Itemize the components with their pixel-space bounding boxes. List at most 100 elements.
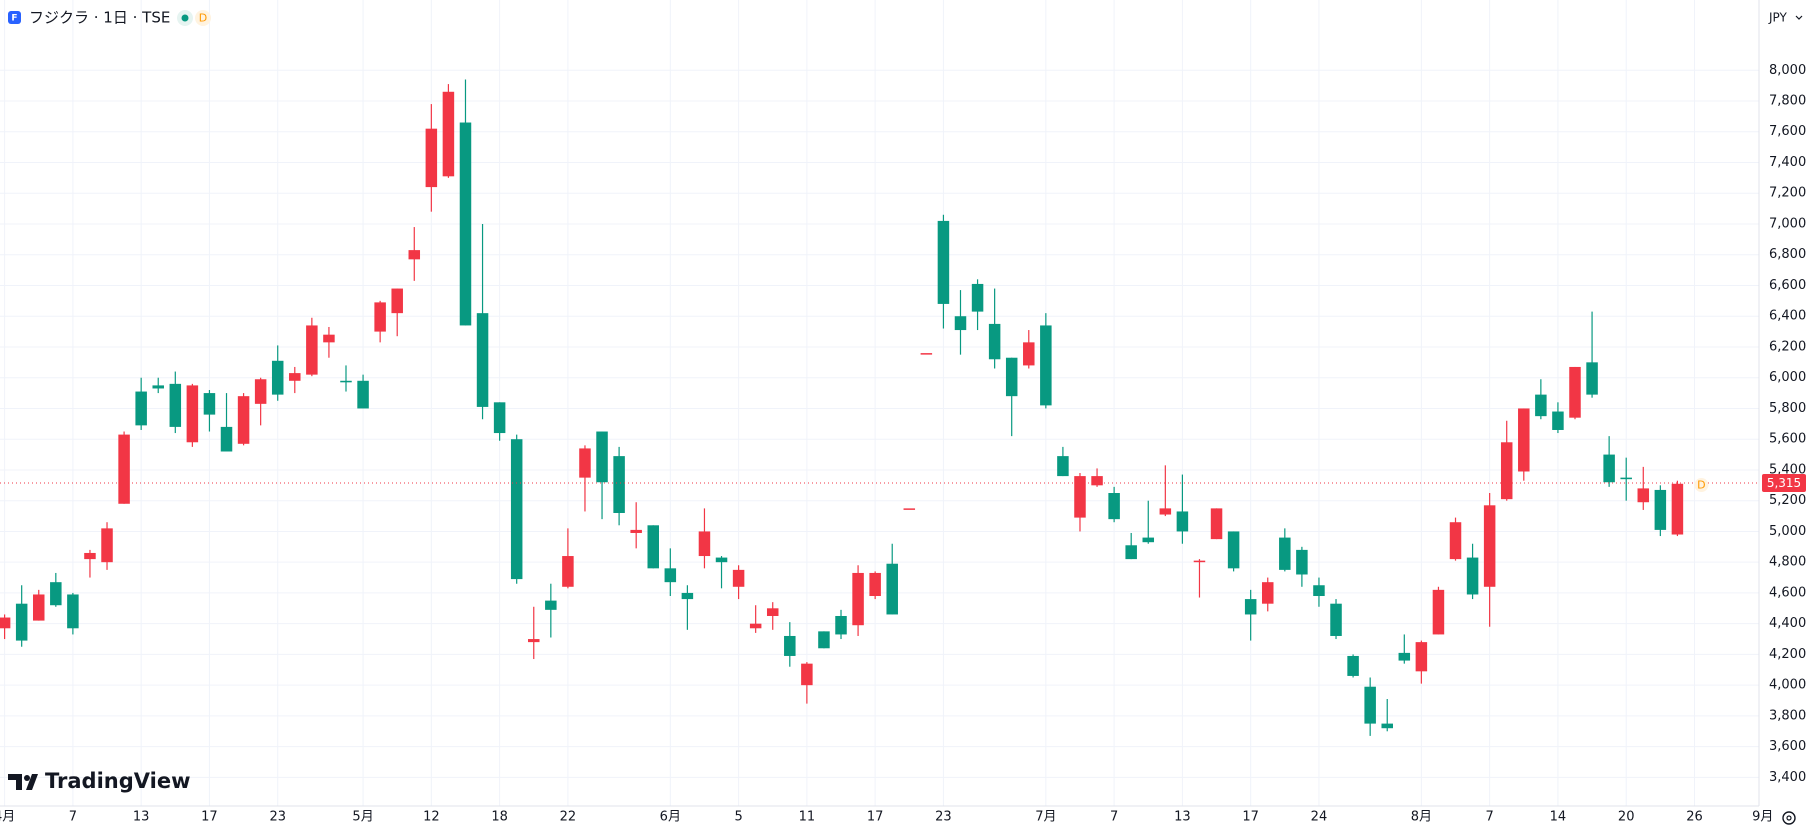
x-tick-label: 8月 [1411,810,1432,825]
candle-body [664,568,677,583]
candle-body [596,431,608,483]
candle-body [1227,531,1240,569]
x-tick-label: 5 [734,810,742,825]
candle-body [1347,655,1359,676]
candle-body [1040,325,1052,406]
candle-body [1381,723,1393,729]
candle-body [1159,508,1172,515]
x-tick-label: 17 [1242,810,1259,825]
candle-body [306,325,318,375]
badge-bg [195,10,211,26]
candle-body [254,379,267,404]
candle-body [425,128,438,188]
symbol-logo-letter: F [11,14,17,24]
candle-body [1620,477,1632,480]
x-tick-label: 7月 [1035,810,1056,825]
x-tick-label: 20 [1618,810,1635,825]
candle-body [203,393,216,415]
y-tick-label: 7,400 [1769,155,1806,170]
x-tick-label: 7 [1110,810,1118,825]
last-price-label: 5,315 [1767,476,1801,490]
y-tick-label: 4,000 [1769,678,1806,693]
brand-logo-dot [24,775,30,781]
y-tick-label: 5,600 [1769,432,1806,447]
candle-body [886,563,898,615]
candle-body [1023,342,1035,366]
candle-body [220,426,233,452]
candle-body [15,603,28,641]
candle-body [357,380,369,409]
y-tick-label: 3,800 [1769,708,1806,723]
candle-body [510,439,523,580]
grid [0,0,1764,806]
last-price-badge [1762,474,1806,493]
market-status-dot [181,14,189,22]
currency-selector[interactable]: JPY [1764,6,1804,30]
candle-body [135,391,147,426]
candle-body [1244,599,1257,615]
candle-body [442,91,455,177]
candle-body [493,402,506,434]
candle-body [801,663,813,686]
candle-body [476,313,489,407]
candle-body [937,220,950,304]
y-tick-label: 3,600 [1769,739,1806,754]
candle-body [613,456,625,513]
y-tick-label: 4,400 [1769,616,1806,631]
candle-body [766,608,779,616]
candle-body [971,283,984,312]
candle-body [869,572,881,597]
candle-body [1125,545,1137,560]
candle-body [1586,362,1598,395]
candle-body [1142,537,1155,543]
chevron [1795,15,1803,20]
y-tick-label: 5,800 [1769,401,1806,416]
candle-body [630,529,642,533]
settings-icon [1782,811,1796,825]
x-tick-label: 26 [1686,810,1703,825]
currency-button [1764,6,1804,30]
x-tick-label: 12 [423,810,440,825]
annotation: D [1697,479,1705,492]
candle-body [1398,652,1411,661]
candle-body [152,385,164,389]
candle-body [0,617,11,629]
candle-body [1091,476,1103,486]
x-tick-label: 6月 [660,810,681,825]
symbol-header[interactable]: F フジクラ · 1日 · TSE D [8,9,211,27]
settings-button[interactable] [1782,811,1796,825]
y-tick-label: 5,000 [1769,524,1806,539]
symbol-title: フジクラ · 1日 · TSE [29,9,170,27]
badge: D [199,12,207,25]
y-tick-label: 8,000 [1769,63,1806,78]
candle-body [118,434,130,504]
candle-body [1552,411,1564,430]
axes: 3,400 3,600 3,800 4,000 4,200 4,400 4,600 4,800… [0,63,1806,825]
candle-body [1432,589,1445,635]
candle-body [374,302,386,332]
candle-body [852,572,864,626]
candle-body [903,508,916,510]
x-tick-label: 17 [201,810,218,825]
candle-body [289,373,301,381]
candle-body [1108,493,1120,520]
y-tick-label: 4,600 [1769,585,1806,600]
candle-body [1296,549,1308,575]
x-tick-label: 5月 [352,810,373,825]
x-tick-label: 7 [69,810,77,825]
candle-body [732,569,745,587]
y-tick-label: 5,400 [1769,462,1806,477]
candle-body [101,528,113,563]
x-tick-label: 13 [1174,810,1191,825]
y-tick-label: 5,200 [1769,493,1806,508]
candle-body [1483,505,1496,587]
candle-body [237,396,250,444]
candle-body [562,556,574,587]
candle-body [32,594,45,621]
y-tick-label: 7,600 [1769,124,1806,139]
x-tick-label: 18 [491,810,508,825]
x-tick-label: 11 [799,810,816,825]
candle-body [715,557,728,563]
candle-body [323,334,335,343]
